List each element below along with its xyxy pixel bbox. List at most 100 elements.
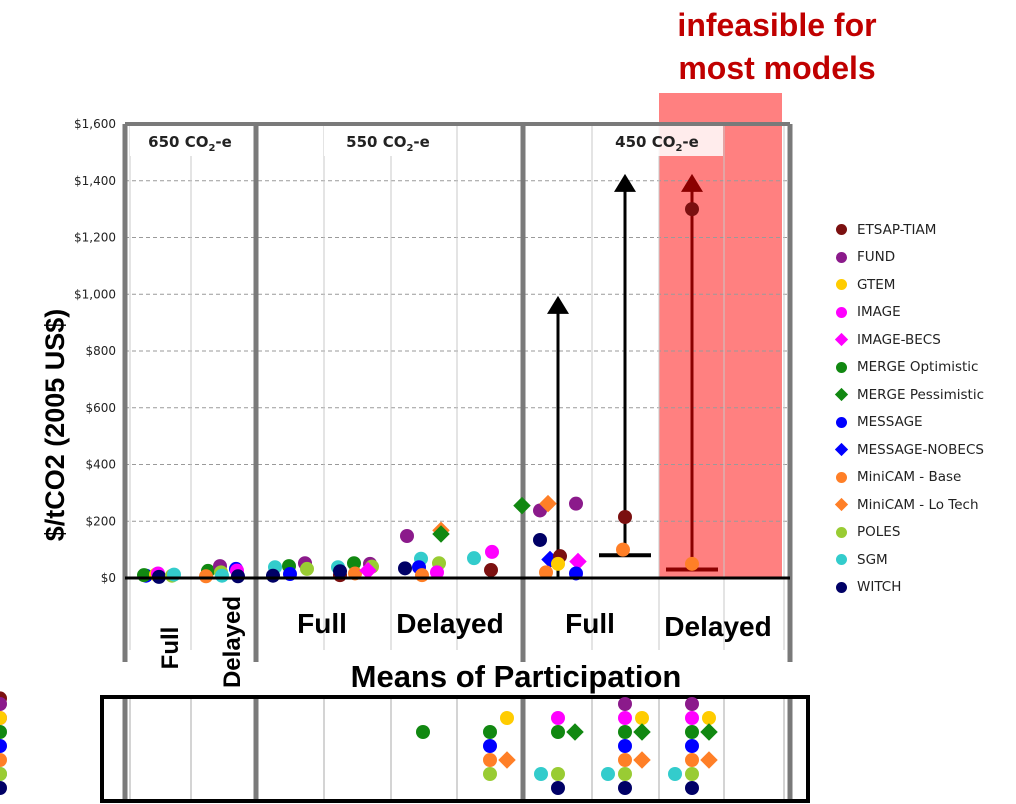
table-marker-message: [618, 739, 632, 753]
legend-item-poles: POLES: [836, 519, 984, 547]
legend-label: SGM: [857, 551, 888, 568]
table-marker-minicam-lo-tech: [498, 751, 516, 769]
table-marker-minicam-base: [483, 753, 497, 767]
legend-label: WITCH: [857, 579, 902, 596]
table-marker-fund: [618, 697, 632, 711]
table-marker-minicam-lo-tech: [700, 751, 718, 769]
legend-label: MESSAGE: [857, 414, 923, 431]
range-arrows: [547, 173, 718, 578]
table-marker-sgm: [668, 767, 682, 781]
participation-label-650-delayed: Delayed: [219, 596, 246, 688]
legend-marker-diamond: [834, 333, 849, 347]
legend-label: POLES: [857, 524, 901, 541]
y-axis-label: $/tCO2 (2005 US$): [40, 309, 70, 542]
legend-marker-circle: [836, 471, 847, 483]
point-image: [485, 544, 499, 559]
point-etsap-tiam: [484, 563, 498, 578]
y-tick-label: $800: [85, 344, 116, 358]
point-etsap-tiam: [618, 509, 632, 524]
infeasible-label-line1: infeasible for: [677, 7, 876, 43]
point-minicam-base: [616, 542, 630, 557]
table-marker-gtem: [500, 711, 514, 725]
legend-label: IMAGE-BECS: [857, 331, 941, 348]
point-sgm: [215, 568, 229, 583]
participation-label-450-delayed: Delayed: [664, 611, 771, 642]
legend-label: MiniCAM - Base: [857, 469, 962, 486]
svg-text:450 CO2-e: 450 CO2-e: [615, 133, 699, 154]
table-marker-merge-pessimistic: [566, 723, 584, 741]
data-points: [137, 202, 699, 584]
table-marker-message: [483, 739, 497, 753]
point-minicam-lo-tech: [539, 494, 557, 513]
legend-marker-circle: [836, 361, 847, 373]
group-header-450: 450 CO2-e: [593, 126, 723, 156]
table-marker-image: [551, 711, 565, 725]
table-marker-gtem: [702, 711, 716, 725]
group-header-550: 550 CO2-e: [324, 126, 454, 156]
legend-marker-circle: [836, 306, 847, 318]
participation-label-450-full: Full: [565, 608, 615, 639]
y-tick-label: $0: [101, 571, 116, 585]
legend-item-minicam-base: MiniCAM - Base: [836, 464, 984, 492]
table-marker-poles: [685, 767, 699, 781]
point-witch: [231, 569, 245, 584]
table-marker-sgm: [534, 767, 548, 781]
legend-label: IMAGE: [857, 304, 901, 321]
y-tick-label: $1,000: [74, 287, 116, 301]
legend-marker-diamond: [834, 443, 849, 457]
point-fund: [400, 529, 414, 544]
table-marker-poles: [551, 767, 565, 781]
legend-label: MESSAGE-NOBECS: [857, 441, 984, 458]
participation-label-650-full: Full: [157, 627, 184, 670]
table-marker-gtem: [0, 711, 7, 725]
point-etsap-tiam: [685, 202, 699, 217]
point-minicam-base: [199, 569, 213, 584]
table-marker-minicam-lo-tech: [633, 751, 651, 769]
infeasible-region: [659, 93, 782, 578]
point-merge-optimistic: [137, 568, 151, 583]
legend-label: GTEM: [857, 276, 896, 293]
table-marker-merge-optimistic: [618, 725, 632, 739]
range-arrowhead: [681, 173, 703, 192]
legend-item-witch: WITCH: [836, 574, 984, 602]
y-tick-label: $1,600: [74, 117, 116, 131]
point-fund: [569, 496, 583, 511]
y-tick-label: $400: [85, 458, 116, 472]
panel-frames: [122, 122, 793, 662]
legend-marker-circle: [836, 554, 847, 566]
point-minicam-base: [415, 568, 429, 583]
legend-item-merge-optimistic: MERGE Optimistic: [836, 354, 984, 382]
legend-label: MERGE Optimistic: [857, 359, 979, 376]
table-marker-message: [685, 739, 699, 753]
legend-label: FUND: [857, 249, 896, 266]
legend-item-etsap-tiam: ETSAP-TIAM: [836, 216, 984, 244]
point-sgm: [467, 551, 481, 566]
legend-marker-diamond: [834, 388, 849, 402]
point-image: [430, 565, 444, 580]
table-marker-minicam-base: [685, 753, 699, 767]
legend-item-message: MESSAGE: [836, 409, 984, 437]
table-marker-poles: [0, 767, 7, 781]
legend-item-merge-pessimistic: MERGE Pessimistic: [834, 381, 984, 409]
table-marker-witch: [685, 781, 699, 795]
feasibility-table-grid: [122, 699, 793, 799]
table-marker-minicam-base: [618, 753, 632, 767]
table-marker-witch: [551, 781, 565, 795]
table-marker-image: [685, 711, 699, 725]
participation-label-550-full: Full: [297, 608, 347, 639]
point-witch: [533, 532, 547, 547]
point-minicam-base: [539, 565, 553, 580]
legend-marker-circle: [836, 251, 847, 263]
legend-marker-circle: [836, 581, 847, 593]
legend-item-gtem: GTEM: [836, 271, 984, 299]
group-header-650: 650 CO2-e: [130, 126, 250, 156]
table-marker-witch: [0, 781, 7, 795]
legend-marker-circle: [836, 416, 847, 428]
point-witch: [333, 564, 347, 579]
svg-text:550 CO2-e: 550 CO2-e: [346, 133, 430, 154]
legend-item-message-nobecs: MESSAGE-NOBECS: [834, 436, 984, 464]
point-image-becs: [569, 552, 587, 571]
table-marker-merge-pessimistic: [700, 723, 718, 741]
legend-item-minicam-lo-tech: MiniCAM - Lo Tech: [834, 491, 984, 519]
point-gtem: [551, 556, 565, 571]
